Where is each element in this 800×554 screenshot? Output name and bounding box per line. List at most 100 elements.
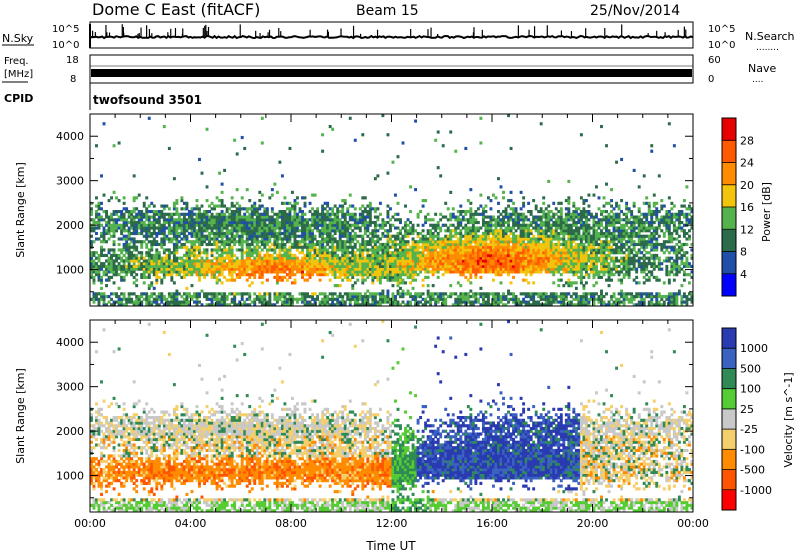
power-cell [125,229,129,233]
power-cell [436,234,440,238]
power-cell [361,295,365,299]
power-cell [378,267,382,271]
power-cell [562,259,566,263]
power-cell [567,207,571,211]
power-cell [534,253,538,258]
power-cell [155,275,159,279]
power-cell [112,273,116,277]
power-cell [459,303,463,307]
power-cell [466,278,470,282]
power-cell [469,275,473,279]
power-cell [318,267,322,271]
power-cell [469,248,473,252]
power-cell [311,273,315,277]
power-cell [416,240,420,244]
power-cell [429,234,433,238]
power-cell [198,251,201,255]
power-cell [220,237,224,241]
power-cell [107,259,111,263]
power-cell [338,262,342,266]
power-cell [152,220,156,225]
power-cell [293,245,297,249]
power-cell [285,240,289,244]
power-cell [132,242,136,247]
power-cell [542,248,546,252]
power-cell [512,297,516,301]
power-cell [471,300,475,304]
power-cell [328,251,332,255]
power-cell [363,256,367,260]
power-cell [429,248,433,252]
power-cell [122,292,126,296]
power-cell [233,218,237,222]
power-cell [522,204,526,208]
power-cell [135,223,139,227]
power-cell [323,264,327,268]
power-cell [529,256,533,260]
power-cell [185,256,189,260]
power-cell [336,229,340,233]
power-cell [185,223,189,227]
power-cell [220,223,224,227]
power-cell [245,240,249,244]
power-cell [90,229,93,233]
power-cell [451,242,455,247]
power-cell [494,229,498,233]
power-cell [233,210,237,214]
power-cell [240,196,244,200]
power-cell [371,295,375,299]
power-cell [434,267,438,271]
power-cell [280,237,284,241]
power-cell [574,303,578,307]
power-cell [283,201,287,205]
power-cell [532,256,536,260]
power-cell [213,237,217,241]
power-cell [532,245,536,249]
power-cell [195,215,199,219]
power-cell [170,300,174,304]
power-cell [288,251,292,255]
power-cell [497,297,500,301]
power-cell [524,267,528,271]
power-cell [436,166,440,170]
power-cell [308,259,312,263]
power-cell [177,273,181,277]
power-cell [469,245,473,249]
power-cell [394,248,397,252]
power-cell [373,273,377,277]
power-cell [145,253,149,258]
power-cell [193,220,196,225]
power-cell [313,262,317,266]
power-cell [162,242,166,247]
power-cell [235,248,239,252]
power-cell [150,253,154,258]
power-cell [509,251,513,255]
power-cell [454,262,458,266]
power-cell [225,251,229,255]
power-cell [554,237,558,241]
power-cell [426,240,430,244]
power-cell [486,262,490,266]
power-cell [97,259,101,263]
power-cell [574,256,578,260]
power-cell [456,303,460,307]
power-cell [512,259,516,263]
power-cell [497,229,500,233]
power-cell [348,226,352,230]
power-cell [544,262,548,266]
power-cell [474,262,478,266]
power-cell [431,256,435,260]
power-cell [376,215,380,219]
power-cell [162,251,166,255]
power-cell [203,264,206,268]
power-cell [471,256,475,260]
power-cell [426,251,430,255]
power-cell [547,262,551,266]
power-cell [386,262,390,266]
power-cell [547,218,551,222]
power-cell [230,234,234,238]
power-cell [507,259,510,263]
power-cell [399,218,402,222]
power-cell [504,251,508,255]
power-cell [469,188,473,192]
